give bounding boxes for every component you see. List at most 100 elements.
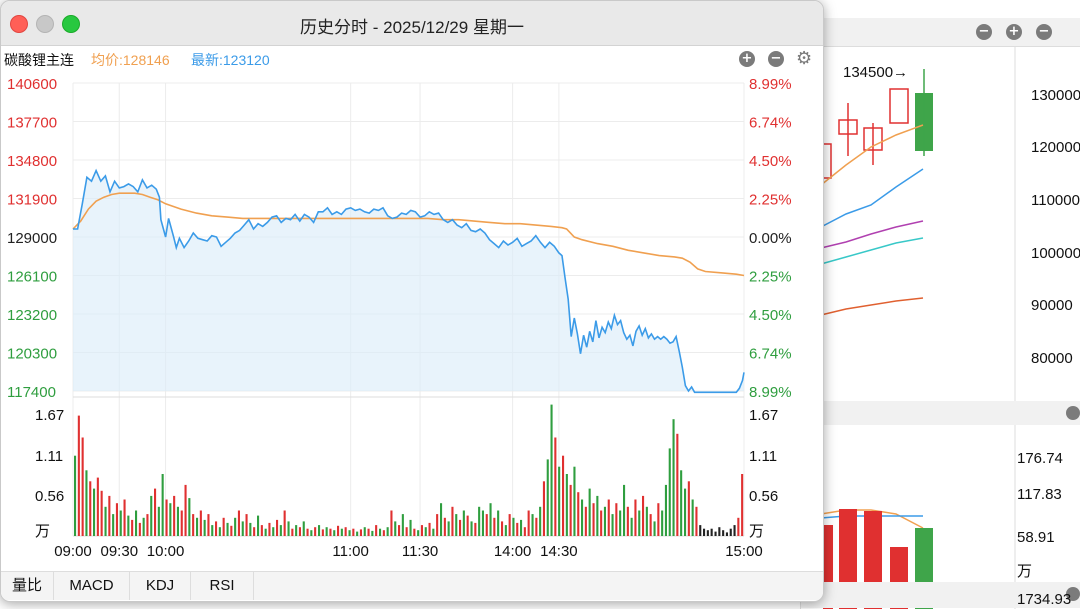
volume-bar [508,514,511,536]
volume-bar [600,510,603,536]
volume-bar [539,506,542,536]
volume-bar [619,510,622,536]
volume-bar [558,466,561,536]
volume-bar [554,437,557,536]
panel-divider [801,582,1080,608]
volume-bar [321,529,324,536]
volume-bar [455,514,458,536]
volume-bar [302,521,305,536]
tab-kdj[interactable]: KDJ [130,572,191,600]
volume-bar [89,481,92,536]
percent-tick-label: 6.74% [749,115,792,132]
volume-bar [237,510,240,536]
volume-bar [230,525,233,536]
volume-bar [272,527,275,536]
volume-bar [344,527,347,536]
volume-bar [93,488,96,536]
volume-bar [443,517,446,536]
volume-bar [603,506,606,536]
volume-bar [100,490,103,536]
volume-bar [276,519,279,536]
volume-bar [466,515,469,536]
volume-bar [440,503,443,536]
volume-bar [375,525,378,536]
volume-bar [386,527,389,536]
volume-tick-label: 0.56 [749,488,778,505]
volume-bar [417,530,420,536]
volume-bar [718,527,721,536]
volume-tick-label: 万 [749,523,764,540]
volume-bar [428,522,431,536]
volume-bar [615,503,618,536]
symbol-name: 碳酸锂主连 [4,52,74,68]
volume-bar [577,492,580,536]
volume-bar [379,528,382,536]
minus-icon[interactable]: − [976,24,992,40]
volume-bar [337,525,340,536]
gear-icon[interactable] [1066,587,1080,601]
volume-bar [390,510,393,536]
volume-bar [630,517,633,536]
volume-bar [424,527,427,536]
volume-bar [474,522,477,536]
time-tick-label: 11:00 [332,543,368,560]
volume-bar [184,484,187,536]
zoom-out-icon[interactable]: − [768,51,784,67]
volume-bar [173,495,176,536]
tab-macd[interactable]: MACD [54,572,130,600]
volume-bar [291,528,294,536]
volume-bar [81,437,84,536]
volume-bars [74,404,744,536]
price-line [73,168,745,394]
volume-tick: 117.83 [1017,486,1062,503]
volume-bar [409,519,412,536]
volume-bar [611,514,614,536]
volume-bar [112,514,115,536]
volume-bar [420,525,423,536]
volume-bar [680,470,683,536]
price-tick: 90000 [1031,297,1073,314]
background-kline-window: − + − 134500→ 130000 120000 110000 10000… [800,18,1080,609]
zoom-button[interactable] [62,15,80,33]
volume-bar [642,495,645,536]
volume-bar [523,527,526,536]
minimize-button[interactable] [36,15,54,33]
volume-bar [485,514,488,536]
volume-bar [215,521,218,536]
volume-bar [287,521,290,536]
volume-bar [512,517,515,536]
zoom-in-icon[interactable]: + [739,51,755,67]
gear-icon[interactable]: ⚙ [796,48,813,68]
volume-bar [722,530,725,536]
volume-tick: 58.91 [1017,529,1055,546]
volume-bar [691,499,694,536]
time-tick-label: 09:00 [54,543,92,560]
volume-tick-label: 1.11 [749,448,777,465]
volume-bar [462,510,465,536]
tab-volume-ratio[interactable]: 量比 [1,572,54,600]
price-tick-label: 137700 [7,115,57,132]
volume-bar [306,528,309,536]
volume-tick-label: 1.67 [35,407,64,424]
volume-bar [527,510,530,536]
volume-bar [108,495,111,536]
volume-bar [706,530,709,536]
plus-icon[interactable]: + [1006,24,1022,40]
percent-tick-label: 4.50% [749,307,792,324]
gear-icon[interactable] [1066,406,1080,420]
close-button[interactable] [10,15,28,33]
price-tick: 130000 [1031,87,1080,104]
percent-tick-label: 2.25% [749,269,792,286]
time-tick-label: 15:00 [725,543,763,560]
tab-rsi[interactable]: RSI [191,572,254,600]
volume-bar [123,499,126,536]
volume-bar [657,503,660,536]
volume-bar [592,503,595,536]
time-tick-label: 09:30 [101,543,139,560]
minus-icon[interactable]: − [1036,24,1052,40]
time-tick-label: 14:30 [540,543,578,560]
volume-bar [245,514,248,536]
volume-bar [672,419,675,536]
volume-bar [489,503,492,536]
volume-bar [725,532,728,536]
